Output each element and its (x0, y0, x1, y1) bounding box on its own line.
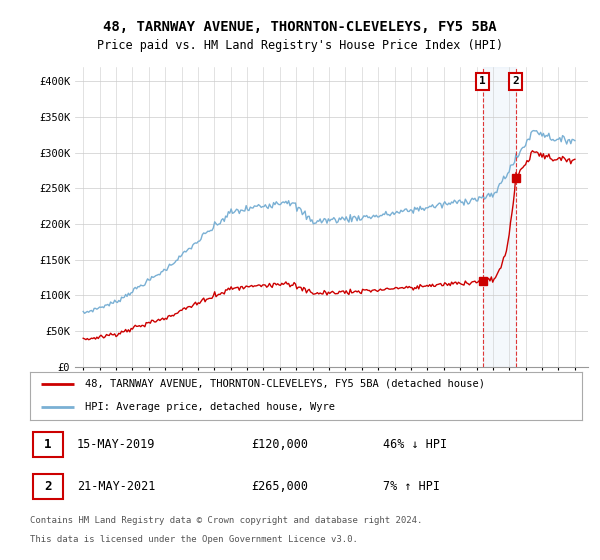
Text: This data is licensed under the Open Government Licence v3.0.: This data is licensed under the Open Gov… (30, 535, 358, 544)
Text: 48, TARNWAY AVENUE, THORNTON-CLEVELEYS, FY5 5BA: 48, TARNWAY AVENUE, THORNTON-CLEVELEYS, … (103, 20, 497, 34)
Text: 48, TARNWAY AVENUE, THORNTON-CLEVELEYS, FY5 5BA (detached house): 48, TARNWAY AVENUE, THORNTON-CLEVELEYS, … (85, 379, 485, 389)
Bar (33, 474, 63, 498)
Text: 46% ↓ HPI: 46% ↓ HPI (383, 438, 448, 451)
Text: 1: 1 (479, 77, 486, 86)
Text: 21-MAY-2021: 21-MAY-2021 (77, 479, 155, 493)
Bar (33, 432, 63, 457)
Text: £265,000: £265,000 (251, 479, 308, 493)
Text: HPI: Average price, detached house, Wyre: HPI: Average price, detached house, Wyre (85, 402, 335, 412)
Text: Price paid vs. HM Land Registry's House Price Index (HPI): Price paid vs. HM Land Registry's House … (97, 39, 503, 52)
Text: 1: 1 (44, 438, 52, 451)
Text: 7% ↑ HPI: 7% ↑ HPI (383, 479, 440, 493)
Text: £120,000: £120,000 (251, 438, 308, 451)
Text: 15-MAY-2019: 15-MAY-2019 (77, 438, 155, 451)
Text: Contains HM Land Registry data © Crown copyright and database right 2024.: Contains HM Land Registry data © Crown c… (30, 516, 422, 525)
Text: 2: 2 (44, 479, 52, 493)
Bar (482, 67, 515, 367)
Text: 2: 2 (512, 77, 519, 86)
